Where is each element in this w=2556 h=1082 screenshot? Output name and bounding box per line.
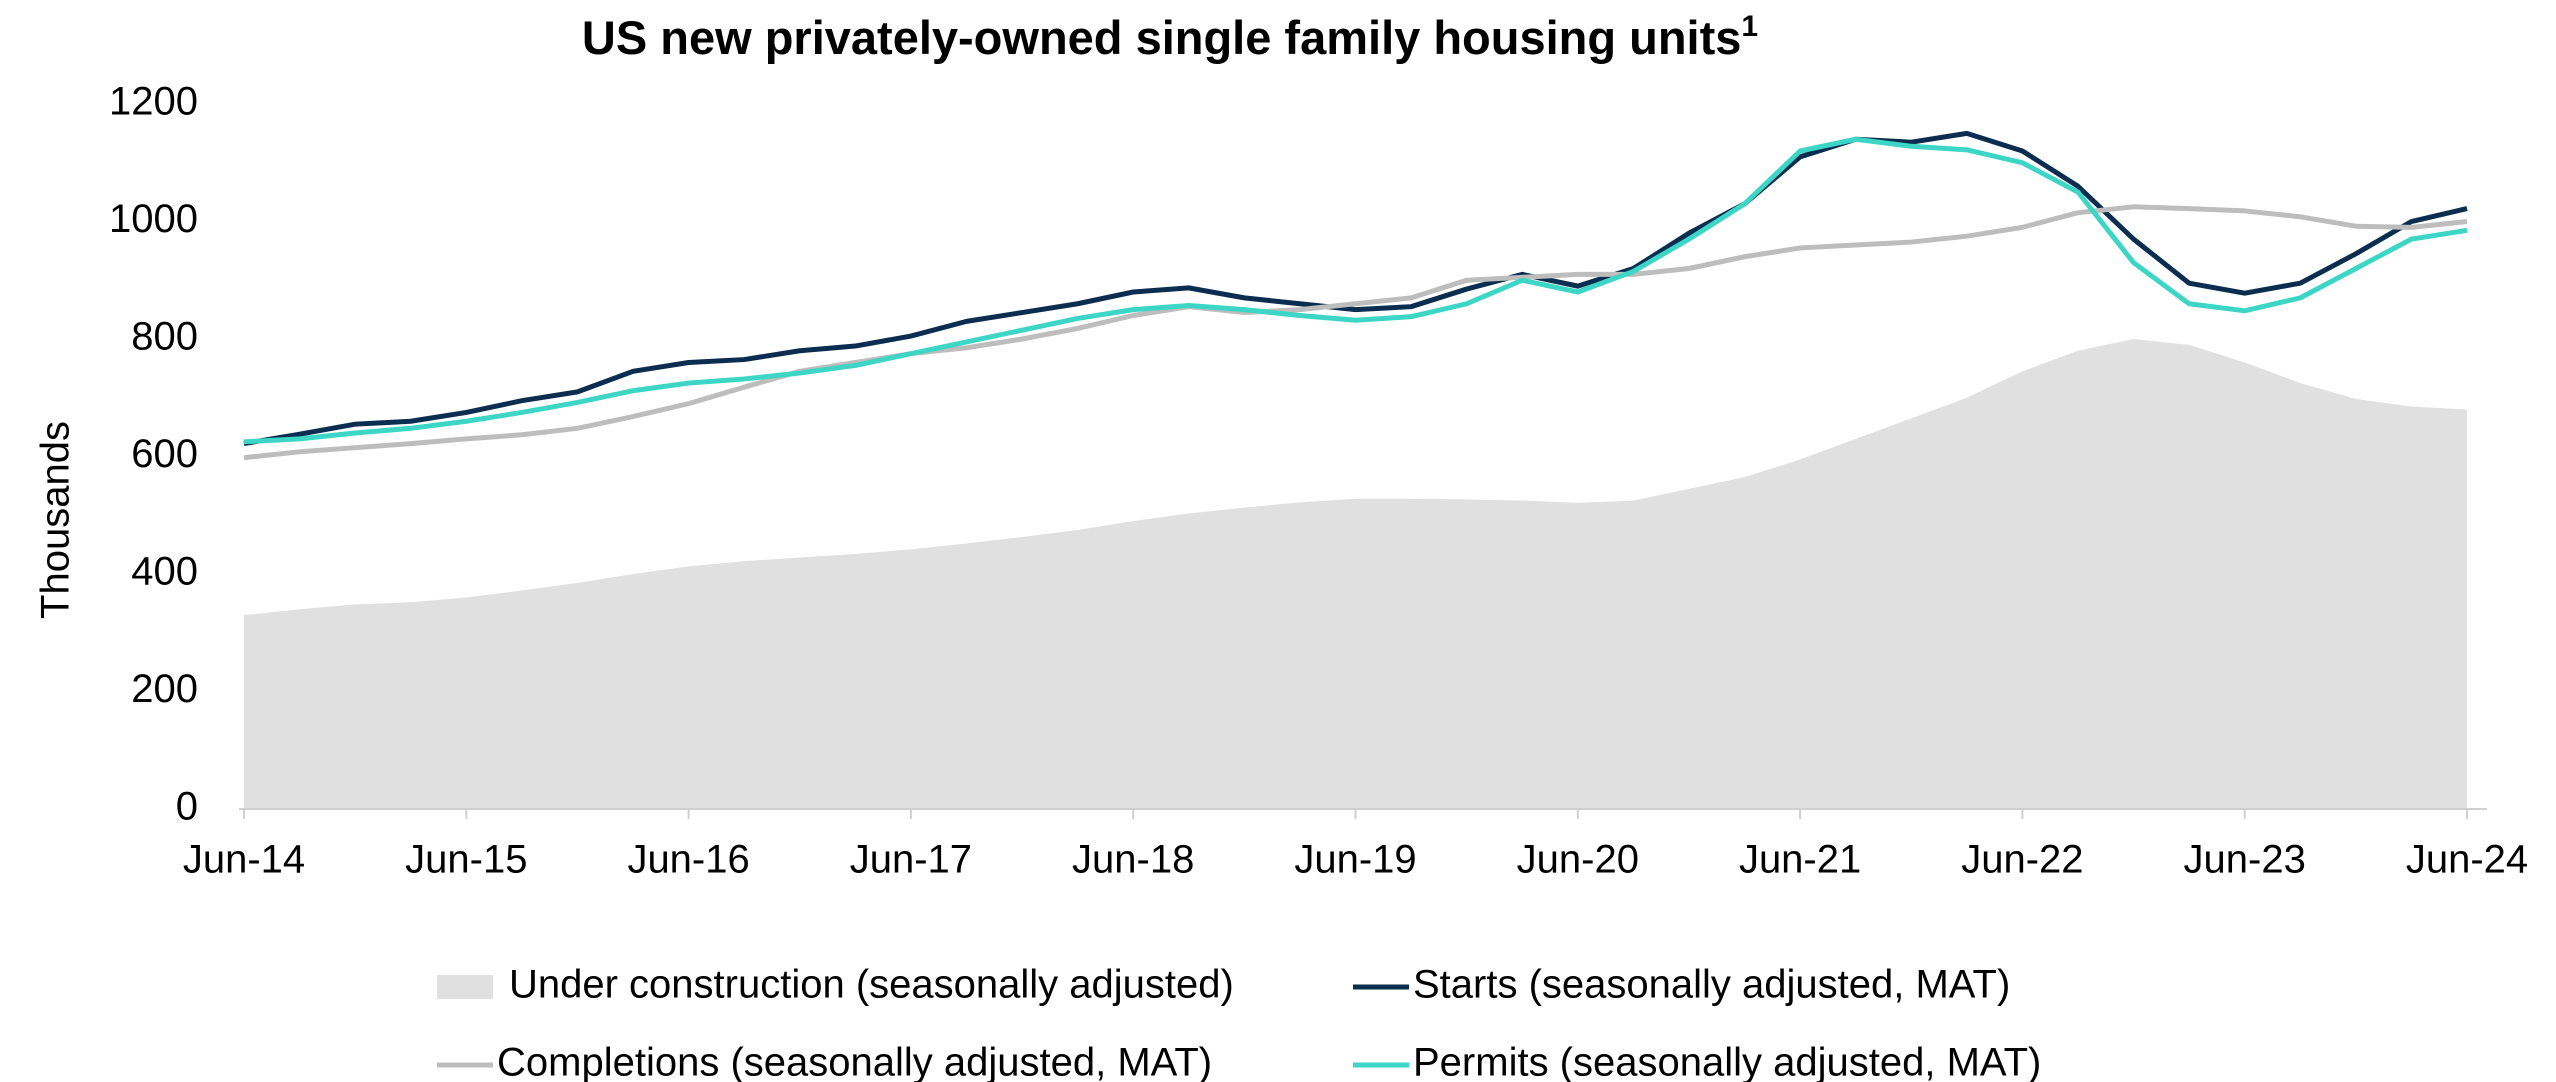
- legend-label: Completions (seasonally adjusted, MAT): [497, 1041, 1212, 1082]
- line: [243, 136, 2468, 445]
- x-tick-label: Jun-16: [627, 838, 749, 882]
- line: [243, 204, 2468, 461]
- y-axis-label: Thousands: [34, 421, 78, 619]
- x-tick-label: Jun-15: [405, 838, 527, 882]
- chart-title: US new privately-owned single family hou…: [582, 10, 1758, 65]
- x-tick-label: Jun-21: [1739, 838, 1861, 882]
- y-tick-label: 800: [131, 315, 198, 359]
- title-superscript: 1: [1741, 10, 1758, 43]
- line: [243, 130, 2468, 447]
- x-tick-label: Jun-22: [1961, 838, 2083, 882]
- legend-label: Permits (seasonally adjusted, MAT): [1413, 1041, 2041, 1082]
- x-tick-label: Jun-23: [2184, 838, 2306, 882]
- legend-label: Starts (seasonally adjusted, MAT): [1413, 963, 2010, 1007]
- y-tick-label: 400: [131, 550, 198, 594]
- x-tick-label: Jun-17: [850, 838, 972, 882]
- area: [244, 339, 2467, 809]
- y-tick-label: 200: [131, 667, 198, 711]
- x-tick-label: Jun-24: [2406, 838, 2528, 882]
- y-tick-label: 600: [131, 432, 198, 476]
- x-tick-label: Jun-19: [1294, 838, 1416, 882]
- legend-swatch: [437, 975, 493, 999]
- x-tick-label: Jun-20: [1517, 838, 1639, 882]
- y-tick-label: 1200: [109, 80, 198, 124]
- y-tick-label: 0: [176, 785, 198, 829]
- legend-label: Under construction (seasonally adjusted): [509, 963, 1234, 1007]
- x-tick-label: Jun-18: [1072, 838, 1194, 882]
- title-text: US new privately-owned single family hou…: [582, 11, 1742, 64]
- x-tick-label: Jun-14: [183, 838, 305, 882]
- y-tick-label: 1000: [109, 197, 198, 241]
